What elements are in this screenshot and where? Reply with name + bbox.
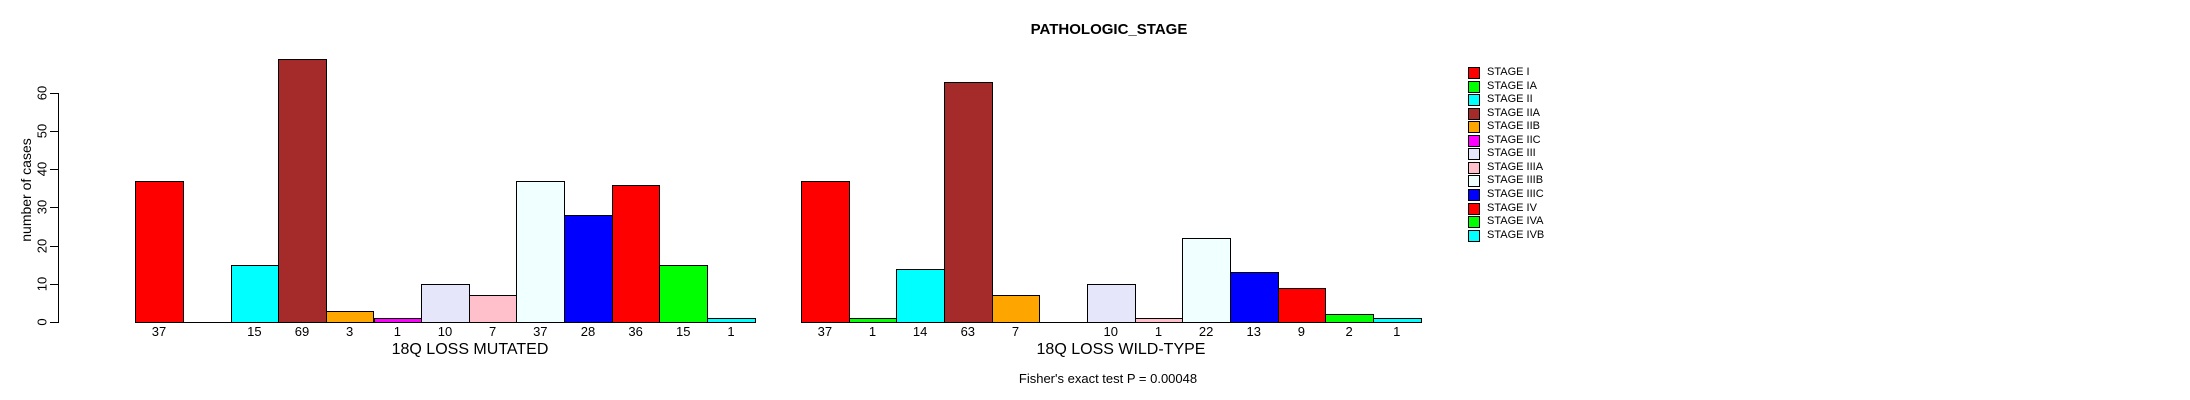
y-axis-tick — [50, 169, 58, 171]
bar-value-label: 14 — [912, 324, 928, 339]
y-axis-tick-label: 0 — [34, 318, 50, 326]
bar — [611, 185, 661, 323]
legend-swatch — [1468, 175, 1480, 188]
x-axis-label: 18Q LOSS MUTATED — [391, 341, 549, 358]
legend-swatch — [1468, 121, 1480, 134]
legend-label: STAGE IIB — [1487, 120, 1540, 133]
legend-swatch — [1468, 188, 1480, 201]
legend-swatch — [1468, 107, 1480, 120]
bar — [896, 269, 945, 323]
bar — [135, 181, 184, 323]
legend-label: STAGE IIC — [1487, 133, 1541, 146]
bar — [1325, 314, 1374, 323]
legend-label: STAGE IVA — [1487, 215, 1544, 228]
legend-label: STAGE IVB — [1487, 228, 1545, 241]
bar — [1134, 318, 1184, 323]
bar-value-label: 36 — [628, 324, 643, 339]
y-axis — [58, 92, 59, 323]
y-axis-tick-label: 50 — [34, 123, 50, 139]
y-axis-tick — [50, 131, 58, 133]
bar — [421, 284, 470, 323]
bar — [801, 181, 850, 323]
legend-label: STAGE IIIC — [1487, 187, 1544, 200]
legend-label: STAGE II — [1487, 93, 1533, 106]
bar — [1277, 288, 1327, 323]
bar-value-label: 10 — [437, 324, 453, 339]
legend-swatch — [1468, 80, 1480, 93]
bar — [659, 265, 709, 323]
bar-value-label: 37 — [817, 324, 833, 339]
bar — [991, 295, 1041, 323]
y-axis-tick-label: 60 — [34, 85, 50, 101]
fisher-test-annotation: Fisher's exact test P = 0.00048 — [1018, 371, 1198, 386]
bar-value-label: 2 — [1345, 324, 1353, 339]
bar-value-label: 37 — [151, 324, 167, 339]
bar-value-label: 63 — [960, 324, 976, 339]
legend-swatch — [1468, 202, 1480, 215]
bar-value-label: 1 — [868, 324, 877, 339]
y-axis-tick — [50, 92, 58, 94]
y-axis-tick-label: 20 — [34, 238, 50, 253]
bar-value-label: 15 — [676, 324, 691, 339]
legend-label: STAGE III — [1487, 147, 1536, 160]
bar-value-label: 22 — [1198, 324, 1214, 339]
legend-swatch — [1468, 94, 1480, 107]
y-axis-tick — [50, 283, 58, 285]
bar-value-label: 9 — [1297, 324, 1306, 339]
y-axis-tick-label: 10 — [34, 276, 50, 292]
legend-label: STAGE IA — [1487, 79, 1537, 92]
bar — [943, 82, 993, 323]
y-axis-tick — [50, 245, 58, 247]
legend-swatch — [1468, 216, 1480, 229]
chart-title: PATHOLOGIC_STAGE — [1030, 21, 1188, 38]
bar-value-label: 10 — [1103, 324, 1119, 339]
legend-label: STAGE I — [1487, 66, 1530, 78]
legend-swatch — [1468, 148, 1480, 161]
bar — [325, 311, 375, 323]
legend-swatch — [1468, 229, 1480, 242]
bar-value-label: 28 — [580, 324, 596, 339]
bar-value-label: 69 — [294, 324, 310, 339]
legend-swatch — [1468, 134, 1480, 147]
bar-value-label: 7 — [1011, 324, 1020, 339]
bar-value-label: 13 — [1246, 324, 1261, 339]
bar-value-label: 1 — [1393, 324, 1401, 339]
bar — [1229, 272, 1279, 323]
bar-value-label: 1 — [727, 324, 735, 339]
bar — [1372, 318, 1422, 323]
bar-value-label: 1 — [393, 324, 401, 339]
x-axis-label: 18Q LOSS WILD-TYPE — [1036, 341, 1206, 358]
bar — [468, 295, 518, 323]
bar — [848, 318, 898, 323]
bar-value-label: 1 — [1154, 324, 1163, 339]
y-axis-tick-label: 40 — [34, 162, 50, 177]
bar — [564, 215, 613, 323]
legend-label: STAGE IIIA — [1487, 160, 1544, 173]
bar — [373, 318, 423, 323]
legend-label: STAGE IV — [1487, 201, 1537, 214]
legend-swatch — [1468, 67, 1480, 79]
bar — [230, 265, 280, 323]
bar-value-label: 7 — [489, 324, 497, 339]
bar-value-label: 37 — [533, 324, 548, 339]
legend-swatch — [1468, 161, 1480, 174]
y-axis-tick — [50, 207, 58, 209]
legend-label: STAGE IIIB — [1487, 174, 1544, 187]
y-axis-tick — [50, 322, 58, 323]
bar-value-label: 3 — [346, 324, 354, 339]
legend-label: STAGE IIA — [1487, 106, 1540, 119]
bar — [707, 318, 756, 323]
bar — [1182, 238, 1231, 323]
bar-value-label: 15 — [247, 324, 262, 339]
y-axis-tick-label: 30 — [34, 200, 50, 215]
bar — [1086, 284, 1136, 323]
bar — [516, 181, 566, 323]
bar — [278, 59, 327, 323]
